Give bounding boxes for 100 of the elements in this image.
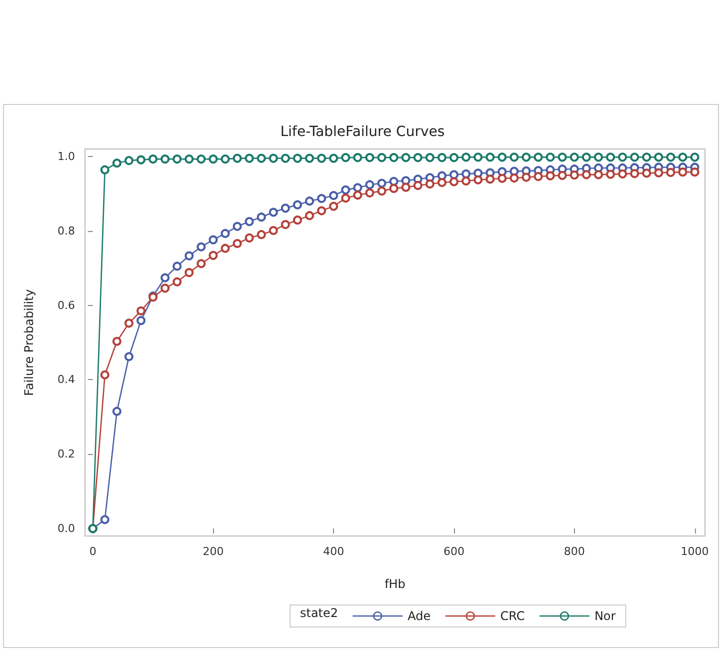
point <box>522 152 531 162</box>
point <box>329 202 338 211</box>
point <box>100 165 110 174</box>
point <box>244 217 254 226</box>
point <box>618 169 628 178</box>
x-tick-label: 1000 <box>680 545 709 558</box>
point <box>100 515 110 524</box>
point <box>690 168 700 177</box>
point <box>280 154 290 163</box>
x-tick-label: 800 <box>564 545 585 558</box>
point <box>172 277 182 286</box>
point <box>413 153 422 162</box>
point <box>666 152 676 162</box>
point <box>594 163 603 172</box>
point <box>654 152 664 162</box>
chart-title: Life-TableFailure Curves <box>280 124 445 140</box>
point <box>678 168 688 177</box>
point <box>570 152 579 162</box>
point <box>449 177 458 186</box>
x-tick-label: 0 <box>89 545 96 558</box>
point <box>365 188 374 198</box>
y-tick-label: 0.6 <box>58 298 75 312</box>
point <box>172 262 182 271</box>
point <box>292 216 302 225</box>
point <box>486 152 495 162</box>
point <box>292 154 302 163</box>
point <box>546 152 555 162</box>
point <box>172 154 182 164</box>
point <box>184 154 194 164</box>
point <box>353 190 362 200</box>
point <box>365 180 374 190</box>
point <box>630 152 640 162</box>
point <box>534 172 543 182</box>
point <box>160 284 170 293</box>
point <box>232 154 242 163</box>
y-tick-label: 0.0 <box>58 522 75 536</box>
x-tick-label: 600 <box>443 545 464 558</box>
point <box>292 200 302 210</box>
point <box>654 168 664 178</box>
point <box>474 175 483 184</box>
point <box>160 273 170 282</box>
legend-label: Nor <box>594 609 616 623</box>
point <box>690 152 700 162</box>
point <box>498 174 507 183</box>
point <box>184 251 194 260</box>
point <box>341 153 350 162</box>
point <box>256 230 266 240</box>
point <box>220 228 230 238</box>
point <box>437 178 446 187</box>
point <box>244 154 254 163</box>
point <box>220 154 230 164</box>
legend-title: state2 <box>300 606 338 620</box>
point <box>462 152 471 162</box>
point <box>582 152 591 162</box>
point <box>305 211 314 220</box>
point <box>377 186 386 196</box>
point <box>594 170 603 180</box>
point <box>341 185 350 194</box>
point <box>570 170 579 180</box>
point <box>558 152 567 162</box>
point <box>546 171 555 180</box>
point <box>124 352 134 362</box>
point <box>196 154 206 164</box>
point <box>618 152 628 162</box>
point <box>305 154 314 163</box>
y-tick-label: 0.2 <box>58 448 75 461</box>
point <box>534 152 543 162</box>
point <box>377 153 386 162</box>
point <box>208 235 218 244</box>
point <box>498 152 507 162</box>
point <box>268 208 278 217</box>
y-axis-title: Failure Probability <box>22 289 36 396</box>
point <box>208 154 218 164</box>
point <box>558 170 567 180</box>
point <box>353 183 362 192</box>
point <box>413 180 422 190</box>
point <box>341 194 350 203</box>
point <box>474 152 483 162</box>
point <box>606 152 615 162</box>
point <box>160 154 170 164</box>
point <box>642 152 652 162</box>
point <box>425 179 434 188</box>
point <box>678 152 688 162</box>
point <box>449 153 458 162</box>
point <box>100 370 110 380</box>
point <box>136 316 146 326</box>
point <box>256 212 266 222</box>
point <box>401 182 410 192</box>
y-tick-label: 1.0 <box>58 150 75 163</box>
point <box>196 259 206 268</box>
point <box>522 172 531 182</box>
point <box>196 242 206 252</box>
point <box>317 194 326 203</box>
point <box>486 174 495 184</box>
point <box>642 168 652 178</box>
point <box>389 153 398 162</box>
point <box>389 176 398 186</box>
point <box>630 169 640 178</box>
point <box>510 152 519 162</box>
point <box>353 153 362 162</box>
